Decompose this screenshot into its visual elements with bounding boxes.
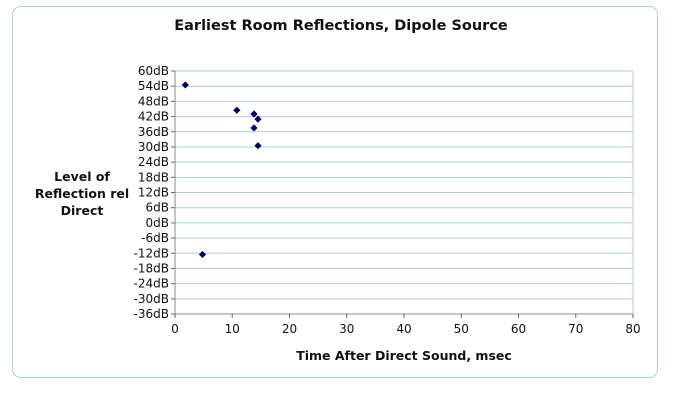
x-tick-label: 50 <box>454 322 469 336</box>
x-tick-label: 70 <box>568 322 583 336</box>
x-tick-label: 80 <box>625 322 640 336</box>
y-axis-label-line-1: Level of <box>54 169 110 184</box>
data-point <box>254 115 262 123</box>
x-tick-label: 60 <box>511 322 526 336</box>
data-point <box>250 110 258 118</box>
y-axis-label-line-3: Direct <box>60 203 104 218</box>
y-tick-label: 42dB <box>138 110 169 124</box>
y-tick-label: -24dB <box>134 277 169 291</box>
y-tick-label: 36dB <box>138 125 169 139</box>
x-tick-label: 10 <box>225 322 240 336</box>
data-point <box>198 250 207 259</box>
y-axis-label: Level of Reflection rel Direct <box>22 168 142 219</box>
x-tick-label: 0 <box>171 322 179 336</box>
data-point <box>233 106 241 114</box>
y-tick-label: 0dB <box>146 216 169 230</box>
x-tick-label: 40 <box>396 322 411 336</box>
y-tick-label: 60dB <box>138 64 169 78</box>
data-point <box>250 124 258 132</box>
x-tick-label: 20 <box>282 322 297 336</box>
chart-title: Earliest Room Reflections, Dipole Source <box>174 18 508 34</box>
data-point <box>254 142 262 150</box>
y-tick-label: 54dB <box>138 79 169 93</box>
x-tick-label: 30 <box>339 322 354 336</box>
y-tick-label: 12dB <box>138 186 169 200</box>
y-tick-label: -12dB <box>134 246 169 260</box>
y-axis-label-line-2: Reflection rel <box>34 186 130 201</box>
data-point <box>181 81 189 89</box>
y-tick-label: 6dB <box>146 201 169 215</box>
y-tick-label: -30dB <box>134 292 169 306</box>
y-tick-label: -36dB <box>134 307 169 321</box>
y-tick-label: 18dB <box>138 170 169 184</box>
y-tick-label: 48dB <box>138 94 169 108</box>
y-tick-label: -6dB <box>141 231 169 245</box>
y-tick-label: 24dB <box>138 155 169 169</box>
y-tick-label: -18dB <box>134 261 169 275</box>
y-tick-label: 30dB <box>138 140 169 154</box>
x-axis-label: Time After Direct Sound, msec <box>296 348 512 363</box>
